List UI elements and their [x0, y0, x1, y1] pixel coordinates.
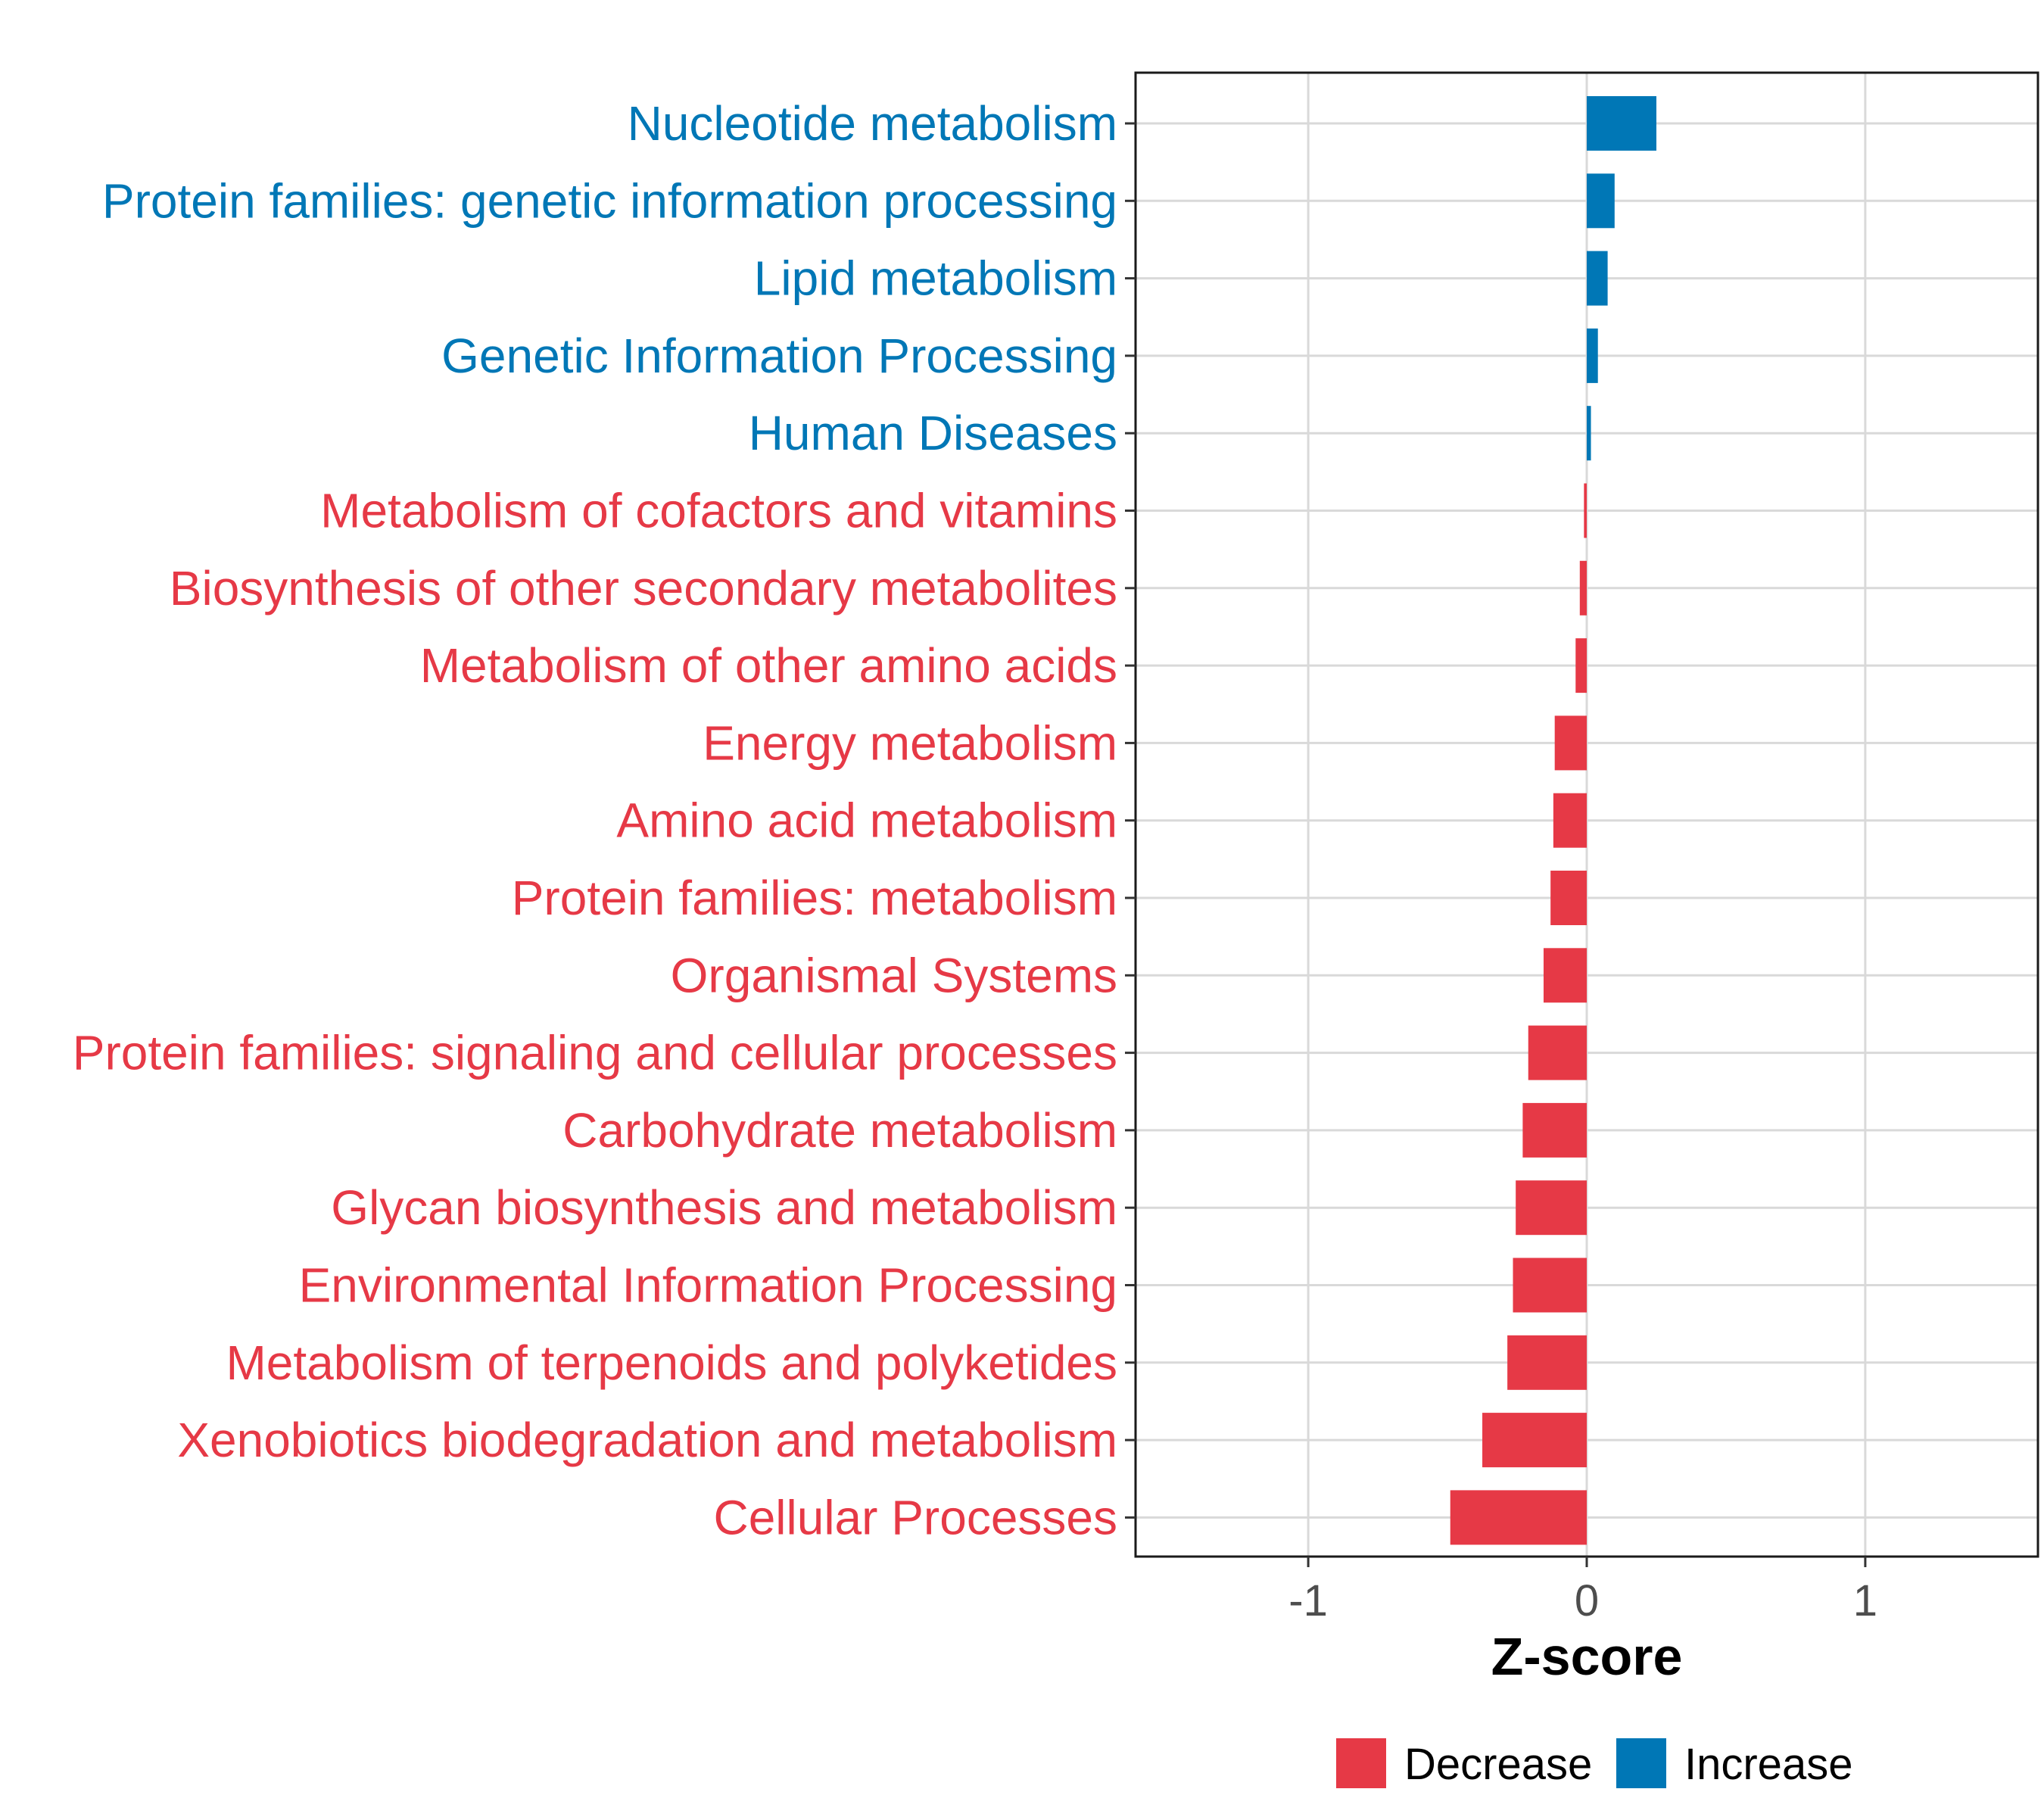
legend-swatch-increase: [1616, 1738, 1666, 1788]
y-label-8: Energy metabolism: [703, 715, 1117, 770]
y-label-4: Human Diseases: [749, 406, 1117, 460]
y-label-14: Glycan biosynthesis and metabolism: [331, 1180, 1117, 1235]
bar-12: [1528, 1025, 1587, 1080]
bar-4: [1587, 406, 1591, 461]
legend-label-increase: Increase: [1684, 1740, 1852, 1789]
y-label-3: Genetic Information Processing: [441, 329, 1117, 383]
y-label-15: Environmental Information Processing: [299, 1258, 1117, 1313]
bar-13: [1522, 1102, 1587, 1158]
bar-1: [1587, 173, 1615, 229]
y-label-13: Carbohydrate metabolism: [562, 1103, 1117, 1158]
bar-7: [1575, 638, 1587, 693]
bar-6: [1579, 560, 1587, 616]
y-label-18: Cellular Processes: [713, 1490, 1117, 1544]
y-label-7: Metabolism of other amino acids: [420, 638, 1117, 693]
bar-10: [1550, 871, 1587, 925]
legend-label-decrease: Decrease: [1404, 1740, 1592, 1789]
y-label-2: Lipid metabolism: [754, 251, 1117, 306]
bar-18: [1450, 1490, 1587, 1545]
bar-2: [1587, 251, 1608, 306]
bar-14: [1516, 1180, 1587, 1236]
y-label-17: Xenobiotics biodegradation and metabolis…: [177, 1413, 1117, 1467]
x-tick-label-0: -1: [1288, 1576, 1328, 1625]
y-label-10: Protein families: metabolism: [512, 871, 1117, 925]
bar-11: [1543, 948, 1587, 1003]
y-label-11: Organismal Systems: [671, 948, 1117, 1002]
x-axis-title: Z-score: [1491, 1627, 1683, 1686]
y-axis-ticks: [1125, 122, 1136, 1519]
legend: Decrease Increase: [1336, 1738, 1852, 1789]
x-axis-ticks: [1307, 1557, 1867, 1567]
bar-16: [1507, 1335, 1587, 1390]
bar-5: [1584, 483, 1587, 538]
bar-0: [1587, 96, 1656, 151]
bar-3: [1587, 328, 1598, 383]
bar-17: [1482, 1413, 1587, 1468]
y-label-16: Metabolism of terpenoids and polyketides: [226, 1335, 1117, 1390]
legend-swatch-decrease: [1336, 1738, 1386, 1788]
y-label-9: Amino acid metabolism: [616, 793, 1117, 848]
x-tick-label-1: 0: [1575, 1576, 1599, 1625]
x-axis-tick-labels: -1 0 1: [1288, 1576, 1877, 1625]
y-label-1: Protein families: genetic information pr…: [102, 173, 1117, 228]
bar-8: [1554, 715, 1587, 771]
bar-9: [1553, 793, 1587, 848]
y-label-0: Nucleotide metabolism: [628, 96, 1117, 151]
y-label-5: Metabolism of cofactors and vitamins: [320, 484, 1117, 538]
y-label-12: Protein families: signaling and cellular…: [73, 1026, 1117, 1080]
y-label-6: Biosynthesis of other secondary metaboli…: [170, 561, 1117, 616]
bars: [1450, 96, 1656, 1545]
x-tick-label-2: 1: [1853, 1576, 1877, 1625]
bar-15: [1513, 1258, 1587, 1313]
y-axis-category-labels: Nucleotide metabolism Protein families: g…: [73, 96, 1117, 1544]
